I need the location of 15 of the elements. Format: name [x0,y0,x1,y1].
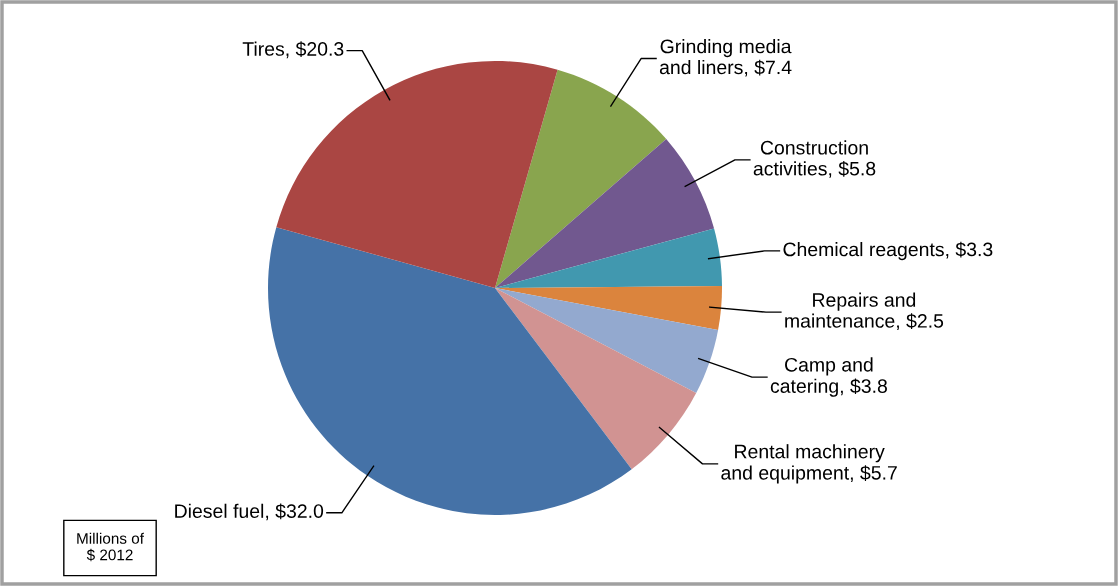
text: Millions of $ 2012 [77,532,144,562]
slice-label: Rental machinery and equipment, $5.7 [721,444,897,484]
pie-slice [495,288,719,394]
slice-label: Repairs and maintenance, $2.5 [785,292,944,331]
slice-label: Construction activities, $5.8 [753,140,876,178]
pie-slice [495,138,715,288]
pie-slice [495,228,722,288]
slice-label: Diesel fuel, $32.0 [175,503,324,521]
slice-label: Chemical reagents, $3.3 [783,241,993,261]
pie-slice [276,61,558,288]
slice-label: Camp and catering, $3.8 [770,357,887,397]
slice-label: Grinding media and liners, $7.4 [659,39,792,77]
slice-label: Tires, $20.3 [242,41,344,59]
pie-slice [495,288,697,470]
pie-slice [495,286,722,330]
